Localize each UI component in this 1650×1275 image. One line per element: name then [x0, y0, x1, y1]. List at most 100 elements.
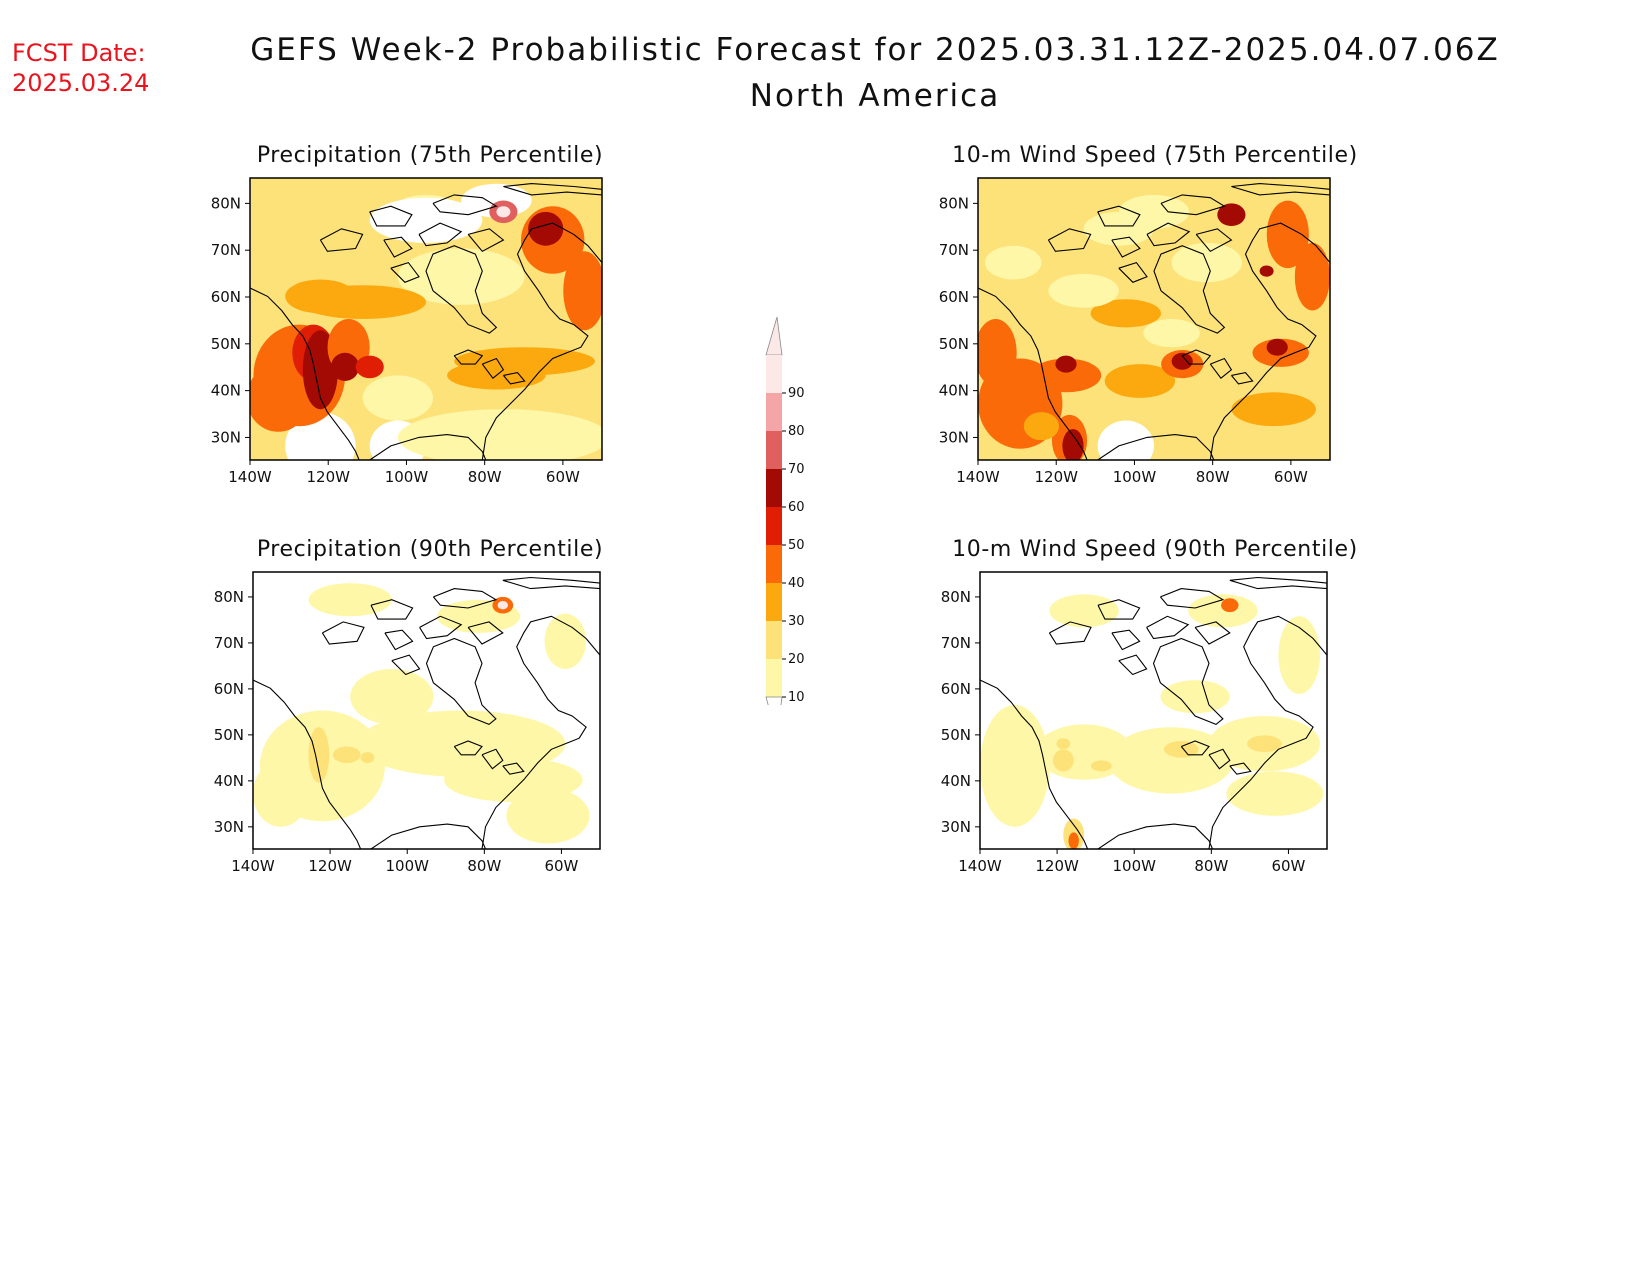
- lon-tick-label: 60W: [546, 468, 580, 486]
- probability-contour: [250, 364, 310, 432]
- arctic-island-outline: [419, 615, 463, 640]
- colorbar-segment: [766, 355, 782, 393]
- lat-tick-label: 30N: [941, 818, 971, 836]
- colorbar-segment: [766, 469, 782, 507]
- colorbar-label: 90: [788, 386, 805, 401]
- arctic-island-outline: [418, 222, 463, 247]
- colorbar-label: 10: [788, 690, 805, 705]
- arctic-island-outline: [1195, 228, 1233, 252]
- probability-contour: [985, 245, 1042, 280]
- panel-title-wind90: 10-m Wind Speed (90th Percentile): [952, 537, 1358, 562]
- colorbar-segment: [766, 659, 782, 697]
- colorbar-label: 70: [788, 462, 805, 477]
- colorbar: 90 80 70 60 50 40 30 20 10: [765, 316, 805, 705]
- lat-tick-label: 60N: [939, 288, 969, 306]
- probability-contour: [1266, 338, 1288, 356]
- hudson-bay-coastline: [1152, 637, 1224, 726]
- lat-tick-label: 40N: [214, 772, 244, 790]
- lat-tick-label: 40N: [939, 382, 969, 400]
- lat-tick-label: 70N: [939, 241, 969, 259]
- great-lakes-outline: [481, 748, 504, 770]
- lat-tick-label: 40N: [211, 382, 241, 400]
- arctic-island-outline: [1118, 261, 1148, 283]
- arctic-island-outline: [1111, 236, 1141, 258]
- lat-tick-label: 80N: [211, 194, 241, 212]
- probability-contour: [563, 251, 602, 331]
- arctic-island-outline: [1146, 615, 1190, 640]
- coastline: [481, 615, 600, 849]
- probability-contour: [362, 375, 433, 421]
- coastline: [1097, 823, 1214, 849]
- colorbar-segment: [766, 507, 782, 545]
- probability-contour: [1091, 760, 1112, 772]
- lat-tick-label: 60N: [211, 288, 241, 306]
- lon-tick-label: 60W: [1274, 468, 1308, 486]
- great-lakes-outline: [453, 740, 483, 756]
- probability-contour: [308, 583, 392, 617]
- probability-contour: [1048, 273, 1119, 308]
- lon-tick-label: 100W: [1113, 468, 1157, 486]
- coastline: [250, 287, 360, 460]
- probability-contour: [1049, 594, 1119, 628]
- probability-contour: [332, 746, 361, 764]
- lat-tick-label: 50N: [211, 335, 241, 353]
- lon-tick-label: 80W: [468, 468, 502, 486]
- probability-contour: [1259, 265, 1274, 277]
- coastline: [1209, 222, 1330, 460]
- colorbar-segment: [766, 583, 782, 621]
- arctic-island-outline: [1118, 654, 1148, 676]
- probability-contour: [1231, 392, 1316, 427]
- probability-contour: [285, 279, 356, 314]
- map-frame: [977, 177, 1331, 461]
- arctic-island-outline: [321, 621, 365, 645]
- lon-tick-label: 120W: [1034, 468, 1078, 486]
- colorbar-min-triangle: [765, 696, 783, 705]
- probability-contour: [506, 788, 590, 844]
- probability-contour: [1056, 738, 1071, 750]
- probability-contour: [330, 352, 360, 381]
- colorbar-max-triangle: [765, 316, 783, 356]
- probability-contour: [1052, 749, 1074, 772]
- colorbar-label: 50: [788, 538, 805, 553]
- arctic-island-outline: [383, 236, 413, 258]
- probability-contour: [1055, 355, 1077, 373]
- forecast-date-block: FCST Date: 2025.03.24: [12, 38, 149, 98]
- probability-contour: [496, 206, 511, 218]
- map-panel-wind90: 140W 120W 100W 80W 60W 80N 70N 60N 50N 40N 30N: [941, 571, 1328, 875]
- probability-contour: [1062, 429, 1084, 460]
- great-lakes-outline: [1209, 357, 1233, 379]
- coastline: [978, 287, 1088, 460]
- lat-tick-label: 70N: [211, 241, 241, 259]
- probability-contour: [1090, 299, 1161, 328]
- colorbar-segment: [766, 431, 782, 469]
- map-frame: [252, 571, 601, 850]
- arctic-island-outline: [390, 261, 420, 283]
- probability-contour: [1030, 358, 1102, 393]
- probability-contour: [1221, 598, 1239, 613]
- arctic-island-outline: [1111, 629, 1141, 651]
- lat-tick-label: 30N: [211, 428, 241, 446]
- lon-tick-label: 100W: [385, 468, 429, 486]
- great-lakes-outline: [502, 371, 526, 385]
- lat-tick-label: 70N: [941, 634, 971, 652]
- arctic-island-outline: [384, 629, 414, 651]
- fcst-date-value: 2025.03.24: [12, 69, 150, 97]
- lon-tick-label: 80W: [1194, 857, 1228, 875]
- lat-tick-label: 80N: [214, 588, 244, 606]
- probability-contour: [528, 211, 564, 246]
- lat-tick-label: 80N: [941, 588, 971, 606]
- arctic-island-outline: [1231, 183, 1330, 196]
- lon-tick-label: 140W: [231, 857, 275, 875]
- probability-contour: [1083, 211, 1154, 246]
- hudson-bay-coastline: [425, 245, 498, 334]
- arctic-island-outline: [1097, 599, 1141, 620]
- probability-contour: [1143, 319, 1200, 348]
- colorbar-label: 40: [788, 576, 805, 591]
- lat-tick-label: 70N: [214, 634, 244, 652]
- hudson-bay-coastline: [1153, 245, 1226, 334]
- hudson-bay-coastline: [425, 637, 497, 726]
- lon-tick-label: 100W: [385, 857, 429, 875]
- probability-contour: [1226, 771, 1324, 816]
- probability-contour: [253, 760, 309, 827]
- probability-contour: [1188, 594, 1258, 628]
